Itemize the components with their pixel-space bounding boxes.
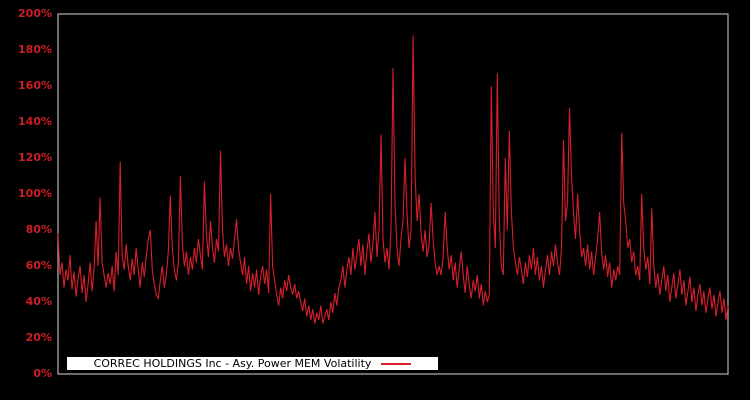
y-tick-label-180: 180% (18, 43, 52, 56)
plot-area-border (57, 13, 729, 375)
volatility-line-series (57, 35, 729, 324)
y-tick-label-0: 0% (33, 367, 52, 380)
y-tick-label-200: 200% (18, 7, 52, 20)
y-tick-label-40: 40% (25, 295, 52, 308)
y-tick-label-80: 80% (25, 223, 52, 236)
legend-series-label: CORREC HOLDINGS Inc - Asy. Power MEM Vol… (93, 357, 372, 370)
y-tick-label-20: 20% (25, 331, 52, 344)
y-tick-label-100: 100% (18, 187, 52, 200)
legend-line-sample-icon (381, 362, 412, 365)
y-tick-label-120: 120% (18, 151, 52, 164)
y-tick-label-140: 140% (18, 115, 52, 128)
y-tick-label-160: 160% (18, 79, 52, 92)
legend: CORREC HOLDINGS Inc - Asy. Power MEM Vol… (67, 357, 438, 370)
y-tick-label-60: 60% (25, 259, 52, 272)
